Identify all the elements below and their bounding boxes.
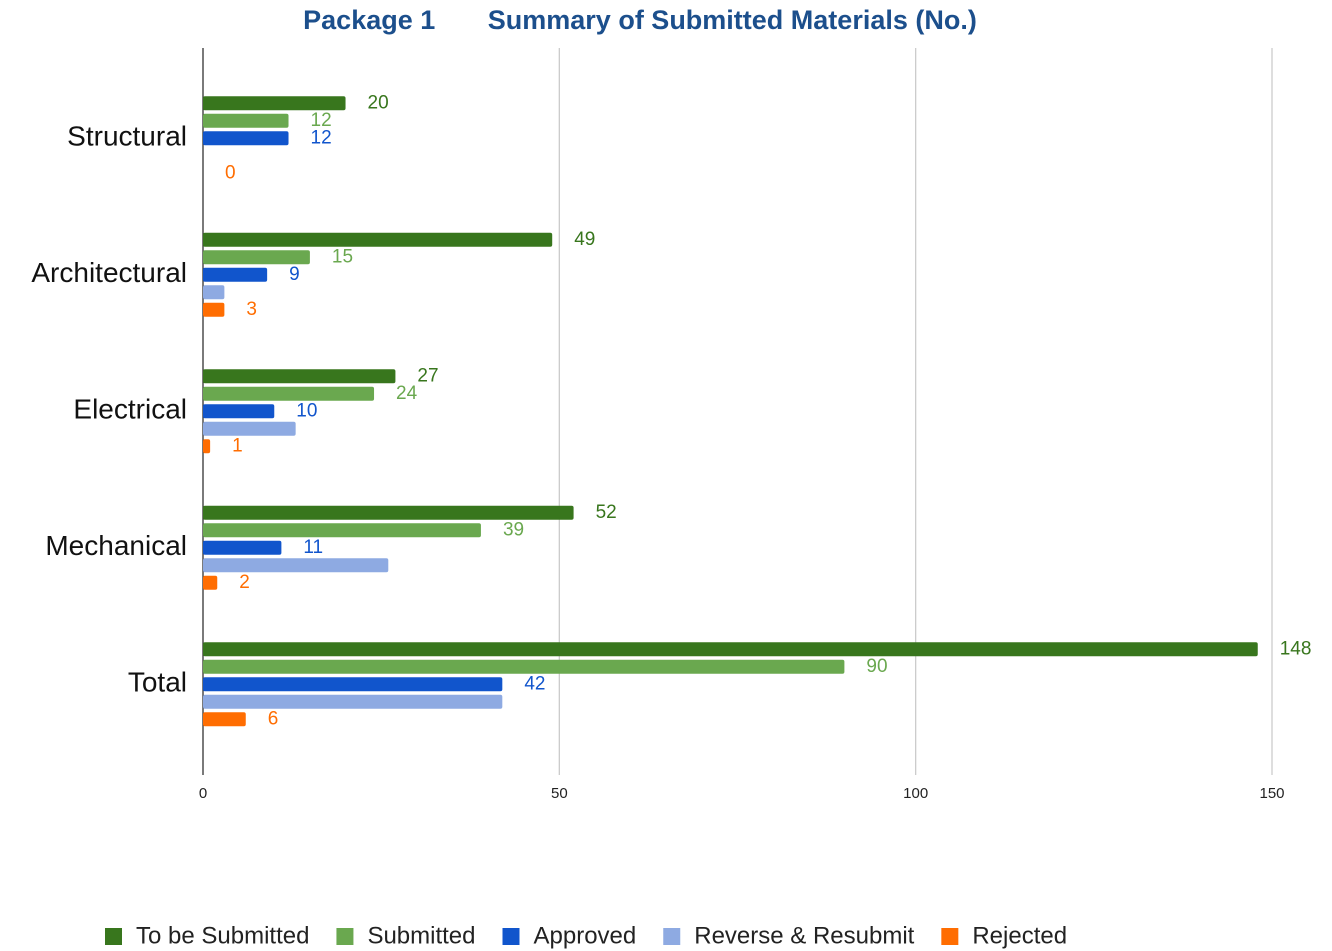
- data-label: 10: [296, 400, 317, 421]
- chart-title: Package 1 Summary of Submitted Materials…: [303, 5, 977, 35]
- bar: [203, 369, 396, 384]
- data-label: 6: [268, 708, 279, 729]
- data-label: 3: [246, 299, 257, 320]
- data-label: 27: [417, 365, 438, 386]
- legend-label: Reverse & Resubmit: [694, 922, 914, 949]
- y-tick-label: Structural: [67, 121, 187, 152]
- data-label: 15: [332, 246, 353, 267]
- data-label: 12: [311, 110, 332, 131]
- data-label: 42: [524, 673, 545, 694]
- bar: [203, 712, 246, 727]
- bar: [203, 96, 346, 111]
- data-label: 0: [225, 162, 236, 183]
- data-label: 12: [311, 127, 332, 148]
- data-label: 24: [396, 383, 418, 404]
- bar: [203, 386, 375, 401]
- legend-swatch: [663, 928, 681, 945]
- data-label: 9: [289, 264, 300, 285]
- bar: [203, 523, 481, 538]
- bar: [203, 694, 503, 709]
- bar: [203, 404, 275, 419]
- legend-swatch: [502, 928, 520, 945]
- x-tick-label: 150: [1259, 785, 1284, 802]
- legend-swatch: [105, 928, 122, 945]
- bar: [203, 113, 289, 128]
- data-label: 20: [368, 92, 389, 113]
- bar: [203, 232, 553, 247]
- legend-label: Submitted: [367, 922, 475, 949]
- bar: [203, 558, 389, 573]
- bar: [203, 285, 225, 300]
- x-tick-label: 0: [199, 785, 207, 802]
- data-label: 1: [232, 435, 243, 456]
- bar: [203, 421, 296, 436]
- legend-label: Approved: [534, 922, 637, 949]
- legend-swatch: [336, 928, 354, 945]
- data-label: 2: [239, 572, 250, 593]
- bar: [203, 575, 218, 590]
- legend-label: Rejected: [972, 922, 1067, 949]
- data-label: 52: [596, 502, 617, 523]
- legend-swatch: [941, 928, 959, 945]
- bar: [203, 505, 574, 520]
- data-label: 11: [303, 537, 323, 558]
- y-tick-label: Total: [128, 667, 187, 698]
- bar: [203, 302, 225, 317]
- bar: [203, 439, 211, 454]
- x-tick-label: 50: [551, 785, 568, 802]
- y-tick-label: Electrical: [73, 394, 187, 425]
- bar: [203, 677, 503, 692]
- bar: [203, 131, 289, 146]
- y-tick-label: Architectural: [31, 257, 187, 288]
- y-tick-label: Mechanical: [45, 530, 187, 561]
- bar: [203, 267, 268, 282]
- data-label: 49: [574, 229, 595, 250]
- data-label: 90: [866, 656, 887, 677]
- bar: [203, 250, 310, 265]
- data-label: 148: [1280, 638, 1312, 659]
- x-tick-label: 100: [903, 785, 928, 802]
- bar: [203, 540, 282, 555]
- legend-label: To be Submitted: [136, 922, 309, 949]
- data-label: 39: [503, 519, 524, 540]
- bar: [203, 642, 1258, 657]
- bar: [203, 659, 845, 674]
